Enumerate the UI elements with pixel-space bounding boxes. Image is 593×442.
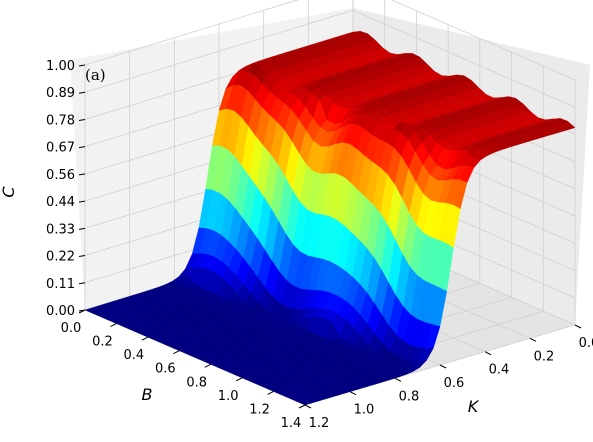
x-tick-mark: [173, 350, 180, 355]
x-tick-mark: [78, 309, 86, 314]
z-tick-label: 0.67: [46, 141, 75, 156]
x-axis-ticks: 0.0 0.2 0.4 0.6 0.8 1.0 1.2 1.4: [61, 309, 306, 431]
z-tick-label: 0.22: [46, 250, 75, 265]
z-tick-label: 1.00: [46, 59, 75, 74]
y-tick-mark: [439, 364, 447, 369]
z-tick-label: 0.78: [46, 113, 75, 128]
z-tick-mark: [78, 227, 86, 230]
y-tick-label: 0.6: [444, 376, 465, 391]
z-axis-ticks: 0.00 0.11 0.22 0.33 0.44 0.56 0.67 0.78 0.89 1.00: [46, 59, 86, 319]
z-tick-label: 0.44: [46, 195, 75, 210]
y-tick-label: 1.0: [354, 403, 375, 418]
z-tick-mark: [78, 64, 86, 67]
y-tick-mark: [304, 404, 312, 409]
x-tick-label: 0.0: [61, 321, 82, 336]
x-axis-label: B: [142, 385, 153, 404]
z-tick-mark: [78, 146, 86, 149]
x-tick-label: 0.4: [124, 348, 145, 363]
x-tick-label: 0.2: [92, 335, 113, 350]
y-axis-label: K: [468, 397, 480, 416]
z-tick-mark: [78, 91, 86, 94]
x-tick-label: 0.6: [155, 362, 176, 377]
y-tick-label: 0.2: [534, 349, 555, 364]
y-tick-mark: [349, 391, 357, 396]
x-tick-mark: [204, 363, 211, 368]
z-tick-mark: [78, 200, 86, 203]
x-tick-label: 1.2: [249, 402, 270, 417]
y-tick-label: 0.4: [489, 363, 510, 378]
x-tick-label: 0.8: [186, 375, 207, 390]
z-tick-label: 0.11: [46, 277, 75, 292]
y-tick-label: 1.2: [309, 416, 330, 431]
y-tick-label: 0.8: [399, 389, 420, 404]
z-tick-label: 0.56: [46, 168, 75, 183]
x-tick-mark: [235, 377, 243, 382]
x-tick-label: 1.4: [281, 416, 302, 431]
surface-plot: [84, 31, 576, 406]
x-tick-label: 1.0: [218, 389, 239, 404]
z-tick-label: 0.00: [46, 304, 75, 319]
panel-label: (a): [85, 66, 106, 84]
y-tick-mark: [394, 377, 402, 382]
y-tick-label: 0.0: [579, 336, 593, 351]
x-tick-mark: [141, 336, 149, 341]
x-tick-mark: [298, 404, 306, 409]
x-tick-mark: [110, 323, 117, 328]
y-tick-mark: [529, 337, 537, 342]
z-tick-mark: [78, 173, 86, 176]
y-tick-mark: [574, 324, 582, 329]
y-axis-ticks: 0.0 0.2 0.4 0.6 0.8 1.0 1.2: [304, 324, 593, 431]
z-tick-label: 0.89: [46, 86, 75, 101]
y-tick-mark: [484, 351, 492, 356]
z-tick-mark: [78, 282, 86, 285]
z-tick-label: 0.33: [46, 222, 75, 237]
x-tick-mark: [267, 390, 274, 395]
z-tick-mark: [78, 255, 86, 258]
z-axis-label: C: [0, 186, 18, 198]
z-tick-mark: [78, 118, 86, 121]
